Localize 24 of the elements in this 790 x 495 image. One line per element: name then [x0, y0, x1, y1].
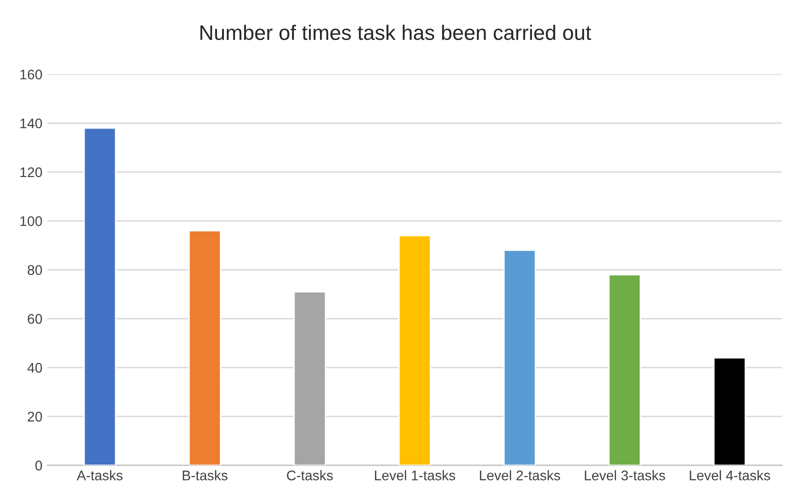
x-tick-label: Level 1-tasks — [374, 470, 456, 480]
y-tick-label: 160 — [20, 70, 42, 80]
chart-title: Number of times task has been carried out — [200, 24, 592, 40]
bar — [398, 234, 432, 466]
x-tick-label: Level 4-tasks — [690, 470, 770, 480]
x-tick-label: Level 3-tasks — [584, 470, 666, 480]
bar — [713, 357, 746, 466]
y-tick-label: 60 — [28, 314, 42, 324]
x-tick-label: A-tasks — [76, 470, 123, 480]
y-tick-label: 40 — [27, 362, 42, 373]
bar — [608, 274, 642, 466]
bar — [188, 230, 222, 466]
y-tick-label: 140 — [20, 118, 42, 128]
x-tick-label: C-tasks — [286, 470, 333, 480]
bar — [503, 250, 536, 466]
bar — [293, 291, 326, 466]
y-tick-label: 120 — [20, 167, 42, 178]
bar — [83, 127, 116, 466]
x-tick-label: B-tasks — [182, 470, 228, 480]
y-tick-label: 100 — [20, 216, 42, 226]
y-tick-label: 80 — [28, 265, 42, 275]
y-tick-label: 0 — [35, 460, 42, 470]
y-tick-label: 20 — [28, 412, 42, 422]
x-tick-label: Level 2-tasks — [480, 470, 560, 480]
